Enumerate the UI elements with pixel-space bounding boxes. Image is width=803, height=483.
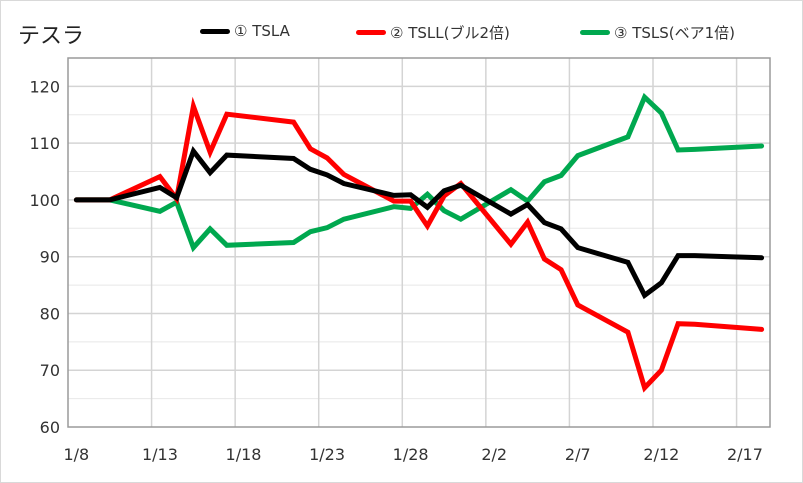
y-tick-label: 80 bbox=[40, 304, 60, 323]
x-tick-label: 1/28 bbox=[393, 445, 429, 464]
series-line-tsls bbox=[73, 92, 765, 253]
series-line-tsll bbox=[73, 96, 765, 393]
legend-label: ③ TSLS(ベア1倍) bbox=[614, 24, 736, 42]
x-tick-label: 1/18 bbox=[226, 445, 262, 464]
legend-swatch bbox=[580, 30, 610, 35]
y-tick-label: 100 bbox=[29, 191, 60, 210]
chart-title: テスラ bbox=[18, 24, 85, 49]
x-tick-label: 2/2 bbox=[481, 445, 507, 464]
legend-swatch bbox=[356, 30, 386, 35]
y-tick-label: 110 bbox=[29, 134, 60, 153]
x-tick-label: 2/17 bbox=[727, 445, 763, 464]
series-line-tsla bbox=[73, 145, 765, 300]
x-tick-label: 1/8 bbox=[63, 445, 89, 464]
legend-label: ① TSLA bbox=[234, 22, 290, 40]
legend-item-tsll: ② TSLL(ブル2倍) bbox=[356, 22, 510, 43]
y-tick-label: 90 bbox=[40, 248, 60, 267]
y-tick-label: 120 bbox=[29, 77, 60, 96]
x-tick-label: 1/13 bbox=[142, 445, 178, 464]
plot-area-border bbox=[67, 57, 771, 428]
legend-swatch bbox=[200, 28, 230, 34]
legend-label: ② TSLL(ブル2倍) bbox=[390, 24, 510, 42]
x-tick-label: 2/7 bbox=[565, 445, 591, 464]
x-tick-label: 2/12 bbox=[643, 445, 679, 464]
legend-item-tsla: ① TSLA bbox=[200, 22, 290, 40]
y-tick-label: 60 bbox=[40, 418, 60, 437]
legend-item-tsls: ③ TSLS(ベア1倍) bbox=[580, 22, 735, 43]
x-tick-label: 1/23 bbox=[309, 445, 345, 464]
y-tick-label: 70 bbox=[40, 361, 60, 380]
